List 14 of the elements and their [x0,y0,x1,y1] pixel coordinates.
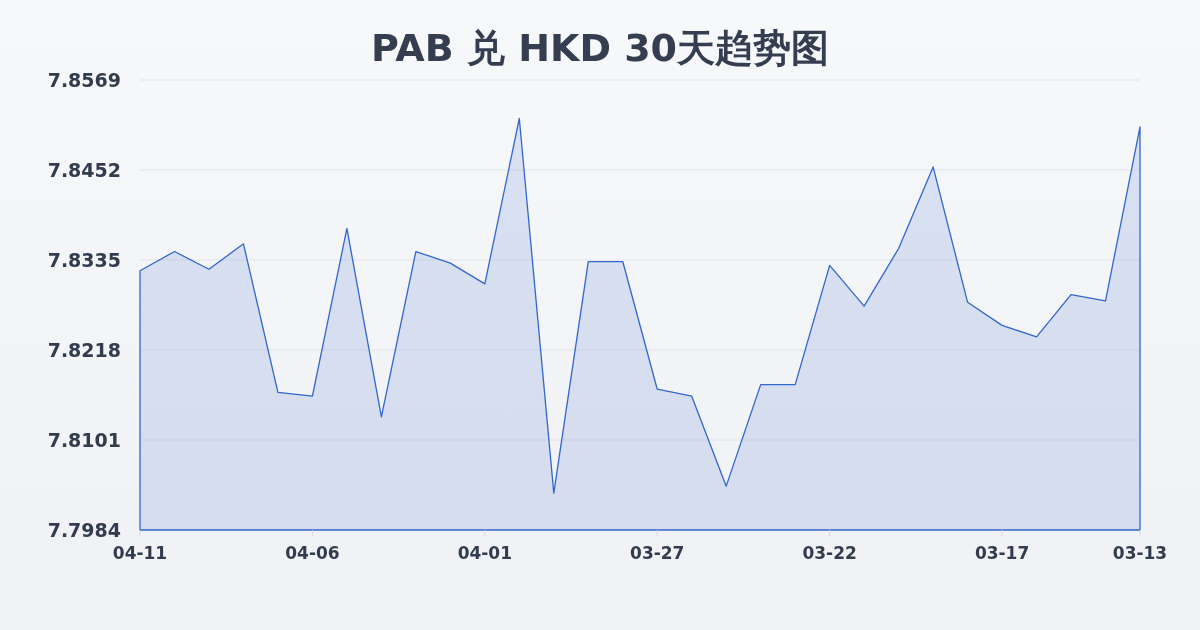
y-tick-label: 7.8452 [47,159,121,181]
x-tick-label: 04-01 [457,543,512,563]
x-tick-label: 03-22 [802,543,857,563]
y-tick-label: 7.8101 [47,429,121,451]
x-tick-label: 04-06 [285,543,340,563]
y-tick-label: 7.8335 [47,249,121,271]
y-tick-label: 7.8218 [47,339,121,361]
y-tick-label: 7.7984 [47,519,121,541]
x-tick-label: 04-11 [112,543,168,563]
y-tick-label: 7.8569 [47,69,121,91]
x-tick-label: 03-13 [1112,543,1168,563]
x-tick-label: 03-17 [974,543,1030,563]
title: PAB 兑 HKD 30天趋势图 [370,26,830,70]
x-tick-label: 03-27 [630,543,685,563]
